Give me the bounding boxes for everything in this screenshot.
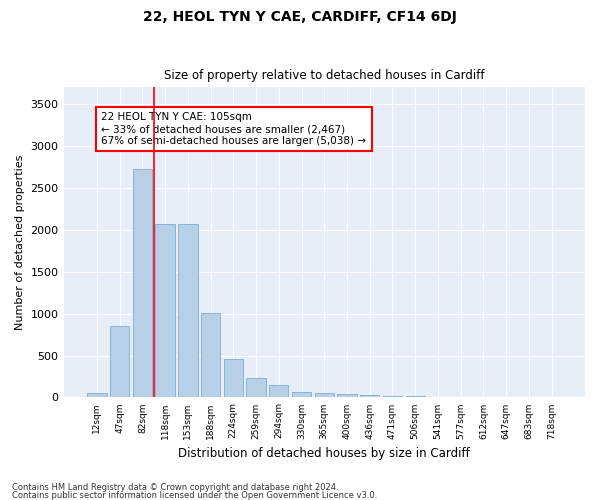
Bar: [224, 359, 243, 398]
Text: 22, HEOL TYN Y CAE, CARDIFF, CF14 6DJ: 22, HEOL TYN Y CAE, CARDIFF, CF14 6DJ: [143, 10, 457, 24]
Bar: [337, 394, 356, 398]
Bar: [360, 396, 379, 398]
Bar: [451, 397, 470, 398]
X-axis label: Distribution of detached houses by size in Cardiff: Distribution of detached houses by size …: [178, 447, 470, 460]
Bar: [155, 224, 175, 398]
Text: Contains public sector information licensed under the Open Government Licence v3: Contains public sector information licen…: [12, 490, 377, 500]
Bar: [178, 224, 197, 398]
Bar: [383, 396, 402, 398]
Title: Size of property relative to detached houses in Cardiff: Size of property relative to detached ho…: [164, 69, 485, 82]
Text: Contains HM Land Registry data © Crown copyright and database right 2024.: Contains HM Land Registry data © Crown c…: [12, 484, 338, 492]
Bar: [133, 170, 152, 398]
Bar: [247, 378, 266, 398]
Bar: [406, 396, 425, 398]
Bar: [269, 386, 289, 398]
Bar: [292, 392, 311, 398]
Bar: [110, 326, 130, 398]
Y-axis label: Number of detached properties: Number of detached properties: [15, 154, 25, 330]
Bar: [428, 396, 448, 398]
Bar: [201, 313, 220, 398]
Text: 22 HEOL TYN Y CAE: 105sqm
← 33% of detached houses are smaller (2,467)
67% of se: 22 HEOL TYN Y CAE: 105sqm ← 33% of detac…: [101, 112, 367, 146]
Bar: [314, 393, 334, 398]
Bar: [87, 393, 107, 398]
